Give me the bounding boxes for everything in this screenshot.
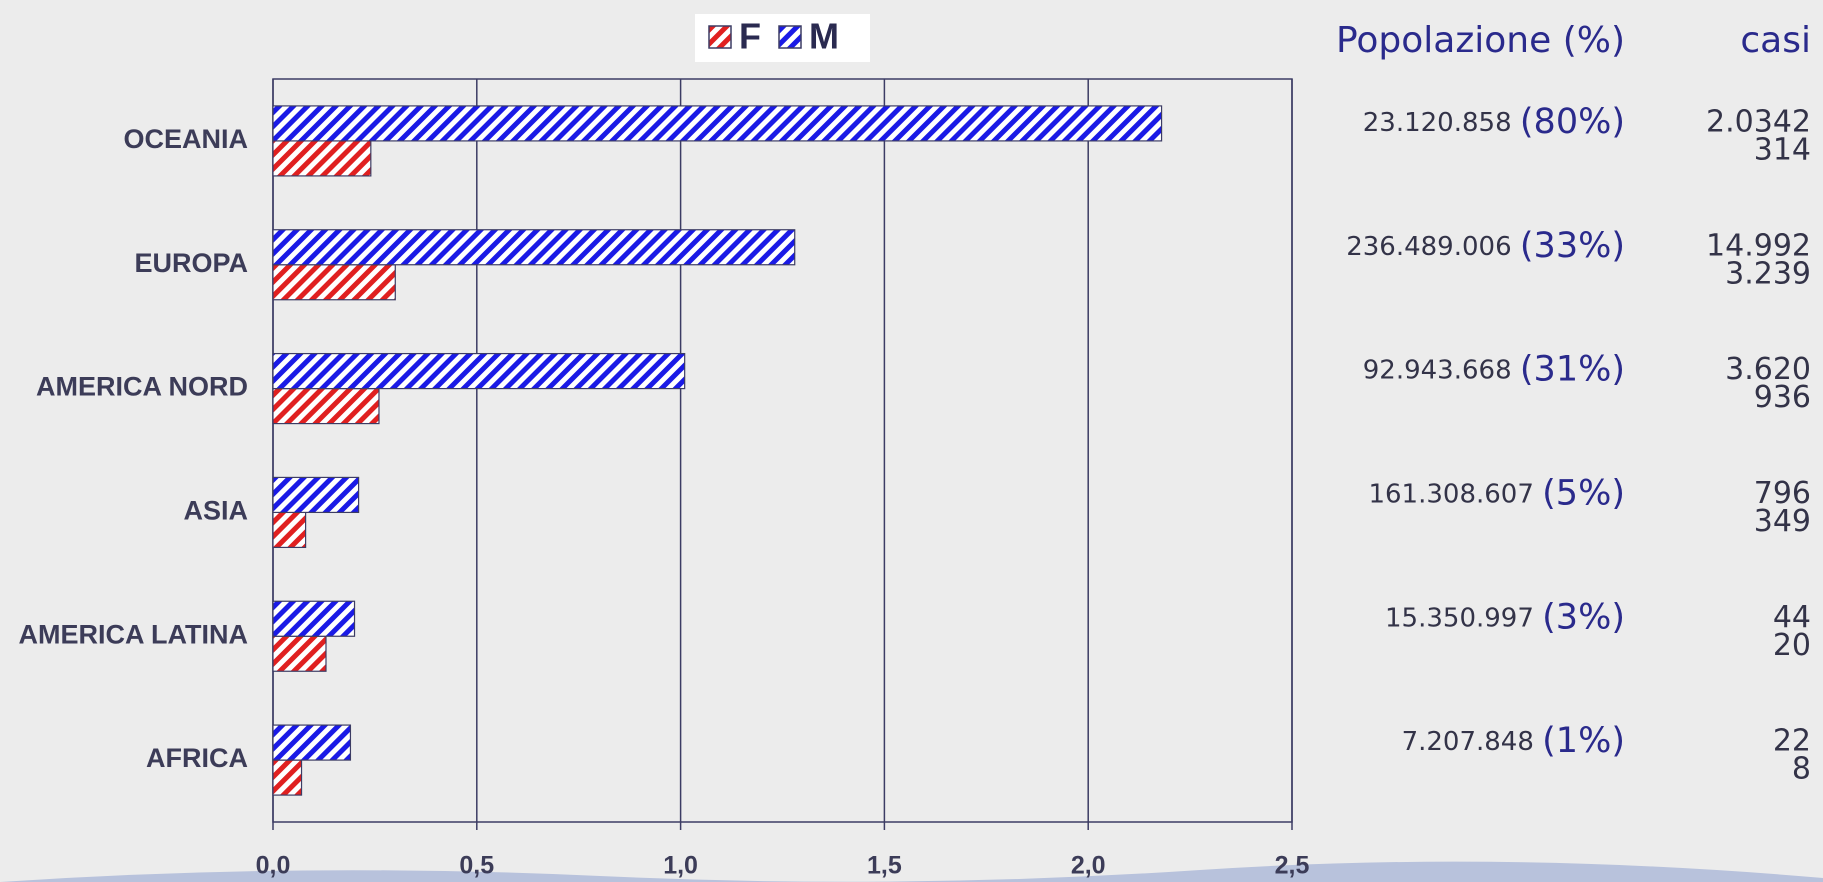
category-label: EUROPA — [134, 248, 248, 278]
decor-wave — [0, 861, 1823, 882]
population-share: (1%) — [1542, 721, 1625, 761]
cases-value: 20 — [1773, 628, 1811, 663]
cases-value: 44 — [1773, 600, 1811, 635]
population-share: (5%) — [1542, 473, 1625, 513]
table-header: casi — [1740, 20, 1811, 61]
bar — [272, 635, 327, 672]
bar — [272, 600, 356, 637]
cases-value: 3.620 — [1725, 352, 1811, 387]
x-tick-label: 2,0 — [1071, 852, 1106, 880]
cases-value: 314 — [1754, 132, 1811, 167]
bar — [272, 511, 307, 549]
category-label: AMERICA NORD — [36, 372, 248, 402]
x-tick-label: 0,5 — [459, 852, 494, 880]
legend-swatch — [708, 25, 732, 49]
population: 23.120.858 — [1363, 107, 1512, 137]
cases-value: 936 — [1754, 380, 1811, 415]
population-share: (3%) — [1542, 597, 1625, 637]
cases-value: 14.992 — [1706, 228, 1811, 263]
population-value: 15.350.997 (3%) — [1385, 597, 1625, 637]
category-label: OCEANIA — [123, 124, 248, 154]
bar — [272, 352, 686, 390]
bar — [272, 759, 303, 796]
cases-value: 8 — [1792, 752, 1811, 787]
population: 15.350.997 — [1385, 603, 1534, 633]
population: 7.207.848 — [1402, 727, 1534, 757]
category-label: ASIA — [183, 496, 248, 526]
bar — [272, 387, 380, 425]
population-value: 23.120.858 (80%) — [1363, 102, 1625, 142]
population-value: 236.489.006 (33%) — [1346, 226, 1625, 266]
legend-label: F — [739, 16, 761, 57]
x-tick-label: 2,5 — [1275, 852, 1310, 880]
population-value: 92.943.668 (31%) — [1363, 350, 1625, 390]
legend-label: M — [809, 16, 839, 57]
population-share: (31%) — [1520, 350, 1625, 390]
x-tick-label: 1,5 — [867, 852, 902, 880]
cases-value: 22 — [1773, 724, 1811, 759]
population-value: 161.308.607 (5%) — [1368, 473, 1625, 513]
cases-value: 3.239 — [1725, 256, 1811, 291]
bar — [272, 105, 1163, 142]
bar — [272, 140, 372, 177]
table-header: Popolazione (%) — [1336, 20, 1625, 61]
cases-value: 349 — [1754, 504, 1811, 539]
cases-value: 796 — [1754, 476, 1811, 511]
legend-swatch — [778, 25, 802, 49]
population: 161.308.607 — [1368, 479, 1533, 509]
category-label: AMERICA LATINA — [19, 619, 248, 649]
bar — [272, 229, 796, 266]
population: 236.489.006 — [1346, 231, 1511, 261]
population: 92.943.668 — [1363, 355, 1512, 385]
population-share: (33%) — [1520, 226, 1625, 266]
bar — [272, 476, 360, 514]
category-label: AFRICA — [146, 743, 248, 773]
population-share: (80%) — [1520, 102, 1625, 142]
bar — [272, 724, 352, 761]
x-tick-label: 1,0 — [663, 852, 698, 880]
bar — [272, 264, 396, 301]
x-tick-label: 0,0 — [256, 852, 291, 880]
population-value: 7.207.848 (1%) — [1402, 721, 1625, 761]
cases-value: 2.0342 — [1706, 104, 1811, 139]
